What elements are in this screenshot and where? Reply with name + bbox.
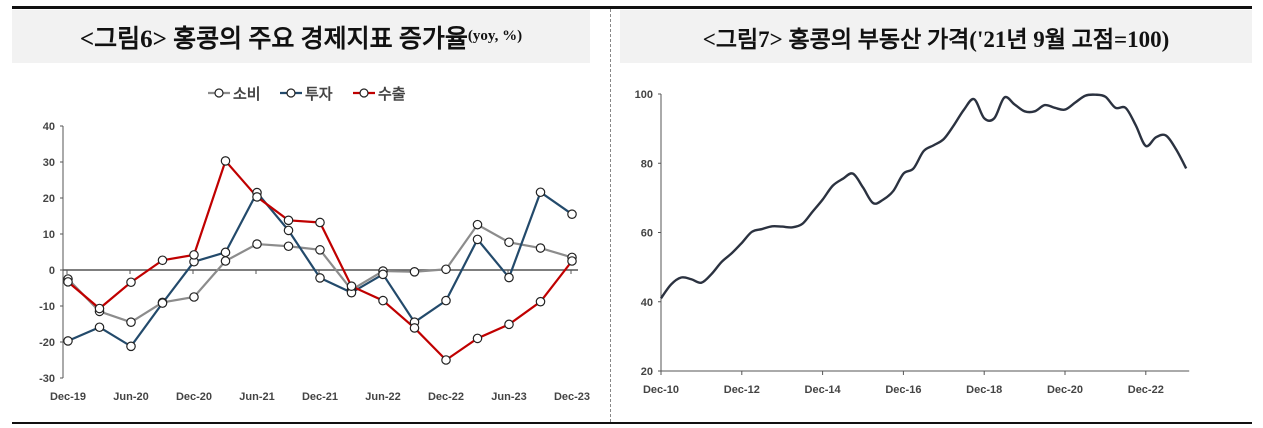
data-point-수출 xyxy=(63,277,73,287)
x-tick-label: Dec-20 xyxy=(176,391,212,403)
x-tick-label: Dec-16 xyxy=(885,384,921,396)
x-tick-label: Dec-23 xyxy=(554,391,590,403)
y-tick-label: -20 xyxy=(39,337,55,349)
data-point-소비 xyxy=(472,219,483,230)
data-point-투자 xyxy=(504,272,514,283)
data-point-수출 xyxy=(409,323,420,333)
data-point-수출 xyxy=(126,277,136,288)
data-point-수출 xyxy=(189,250,199,260)
data-point-투자 xyxy=(378,269,388,280)
data-point-투자 xyxy=(126,341,136,352)
data-point-소비 xyxy=(126,317,136,327)
legend-label: 투자 xyxy=(305,86,333,103)
data-point-투자 xyxy=(567,209,577,219)
x-tick-label: Dec-12 xyxy=(724,384,760,396)
data-point-소비 xyxy=(189,292,199,302)
y-tick-label: 80 xyxy=(641,158,653,170)
legend-marker-투자 xyxy=(286,88,296,98)
data-point-투자 xyxy=(220,247,231,258)
data-point-수출 xyxy=(94,303,105,314)
data-point-투자 xyxy=(441,295,451,306)
data-point-투자 xyxy=(94,322,105,333)
y-tick-label: 100 xyxy=(635,89,653,101)
data-point-수출 xyxy=(567,256,577,266)
data-point-수출 xyxy=(252,192,262,202)
y-tick-label: 40 xyxy=(641,297,653,309)
data-point-소비 xyxy=(535,243,546,253)
data-point-소비 xyxy=(252,239,262,249)
data-point-투자 xyxy=(283,225,294,236)
y-tick-label: 30 xyxy=(43,157,55,169)
divider xyxy=(610,9,611,422)
x-tick-label: Dec-20 xyxy=(1047,384,1083,396)
y-tick-label: 10 xyxy=(43,229,55,241)
data-point-수출 xyxy=(283,215,294,226)
y-tick-label: -10 xyxy=(39,301,55,313)
legend-marker-소비 xyxy=(214,88,224,98)
x-tick-label: Dec-14 xyxy=(805,384,842,396)
x-tick-label: Dec-21 xyxy=(302,391,338,403)
data-point-수출 xyxy=(220,156,231,166)
data-point-소비 xyxy=(283,241,294,252)
figure6-title-suffix: (yoy, %) xyxy=(467,28,523,44)
x-tick-label: Jun-21 xyxy=(239,391,274,403)
x-tick-label: Dec-18 xyxy=(966,384,1002,396)
y-tick-label: -30 xyxy=(39,373,55,385)
figure7-title-text: <그림7> 홍콩의 부동산 가격('21년 9월 고점=100) xyxy=(702,26,1170,52)
x-tick-label: Jun-23 xyxy=(491,391,526,403)
x-tick-label: Dec-10 xyxy=(643,384,679,396)
figure6-title: <그림6> 홍콩의 주요 경제지표 증가율 (yoy, %) xyxy=(12,10,590,63)
price-index-line xyxy=(660,93,1188,299)
y-tick-label: 20 xyxy=(641,366,653,378)
data-point-투자 xyxy=(472,234,483,245)
data-point-투자 xyxy=(535,187,546,198)
y-tick-label: 60 xyxy=(641,228,653,240)
data-point-수출 xyxy=(346,281,357,291)
top-rule xyxy=(12,6,1252,9)
data-point-소비 xyxy=(409,266,420,277)
figure6-title-main: <그림6> 홍콩의 주요 경제지표 증가율 xyxy=(79,25,468,53)
y-tick-label: 40 xyxy=(43,121,55,133)
data-point-수출 xyxy=(441,355,451,365)
x-tick-label: Dec-22 xyxy=(1128,384,1164,396)
data-point-수출 xyxy=(504,319,514,330)
x-tick-label: Dec-22 xyxy=(428,391,464,403)
data-point-소비 xyxy=(315,245,325,255)
data-point-투자 xyxy=(157,298,168,308)
data-point-소비 xyxy=(504,237,514,248)
x-tick-label: Jun-20 xyxy=(113,391,148,403)
data-point-소비 xyxy=(441,264,451,275)
legend-label: 수출 xyxy=(378,86,406,103)
data-point-수출 xyxy=(535,296,546,307)
data-point-수출 xyxy=(472,333,483,344)
figure7-title: <그림7> 홍콩의 부동산 가격('21년 9월 고점=100) xyxy=(620,10,1252,63)
legend-marker-수출 xyxy=(359,88,369,98)
data-point-수출 xyxy=(157,255,168,266)
x-tick-label: Jun-22 xyxy=(365,391,400,403)
x-tick-label: Dec-19 xyxy=(50,391,86,403)
y-tick-label: 0 xyxy=(49,265,55,277)
y-tick-label: 20 xyxy=(43,193,55,205)
data-point-투자 xyxy=(315,273,325,283)
bottom-rule xyxy=(12,422,1252,424)
legend-label: 소비 xyxy=(233,86,261,103)
data-point-투자 xyxy=(63,336,73,346)
data-point-수출 xyxy=(315,217,325,228)
data-point-수출 xyxy=(378,295,388,306)
